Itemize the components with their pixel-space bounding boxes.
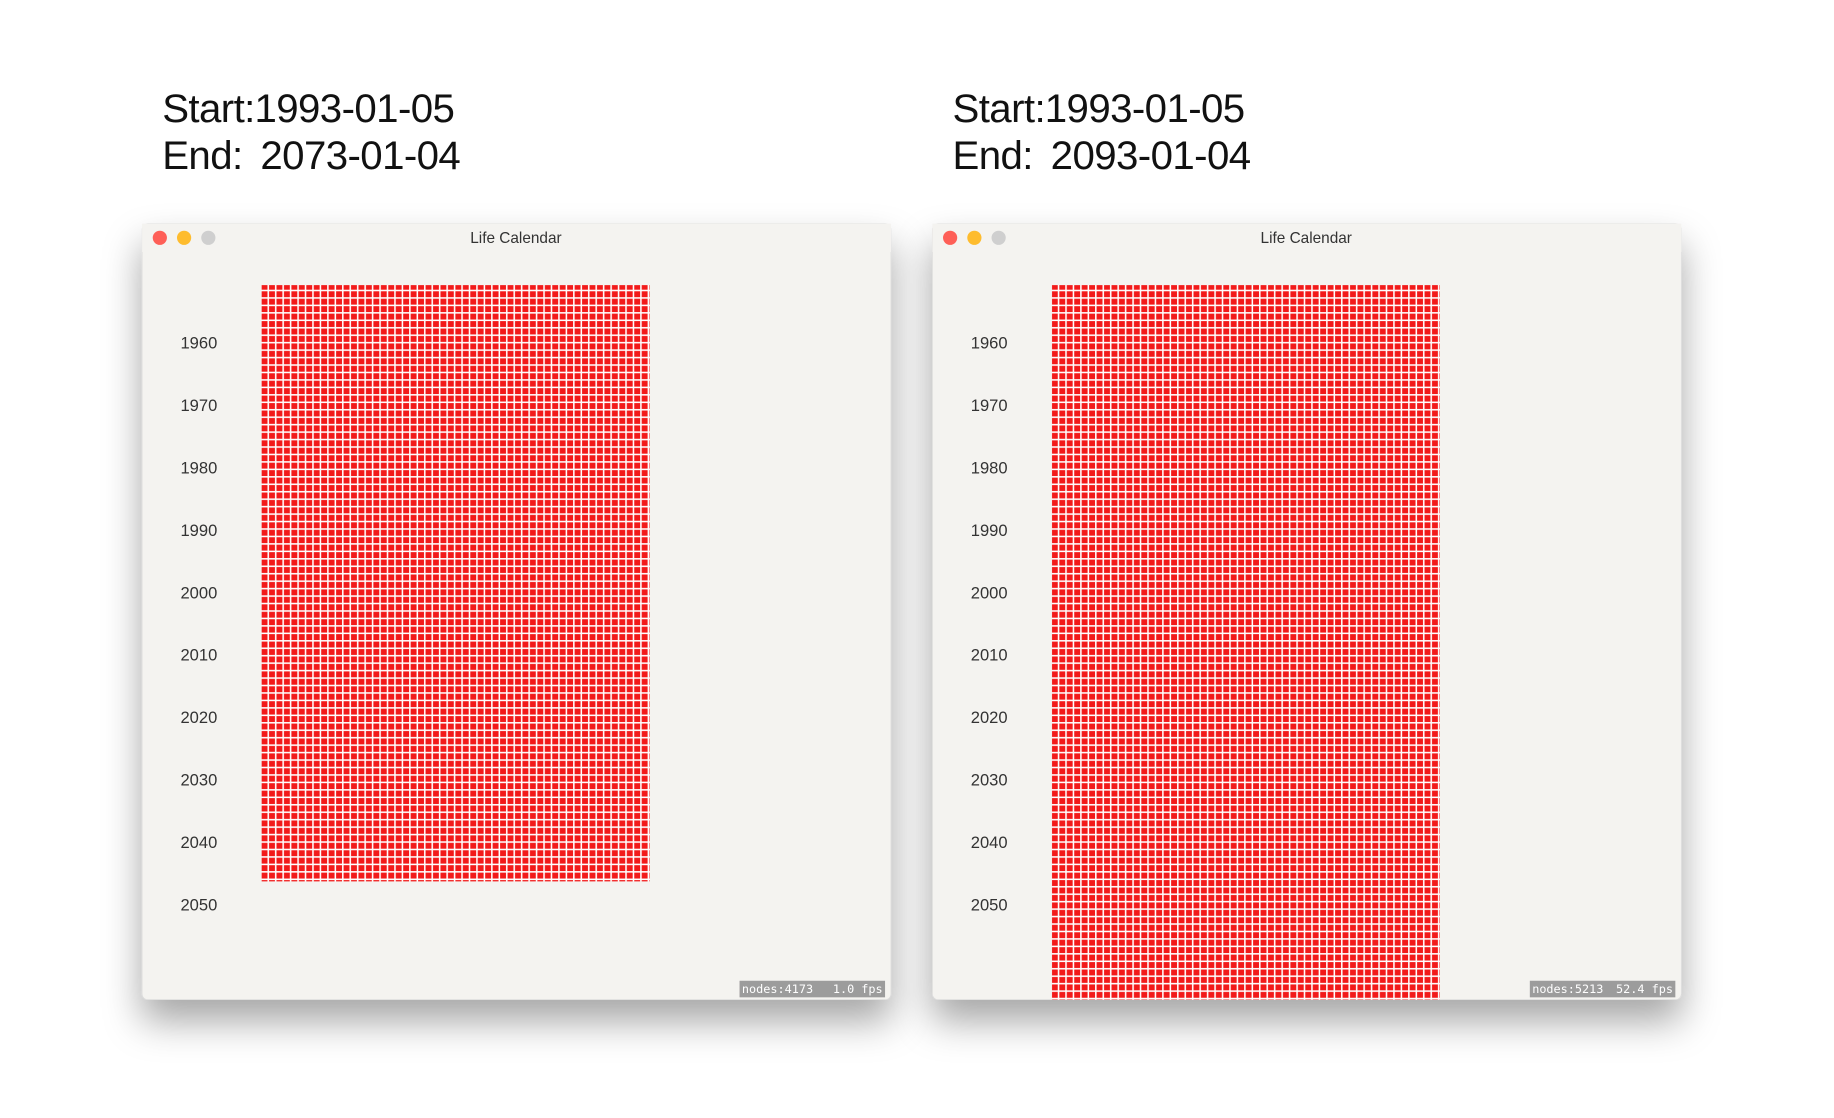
year-label: 2040 — [971, 833, 1008, 852]
zoom-button[interactable] — [201, 230, 216, 245]
year-label: 2020 — [180, 708, 217, 727]
window-title: Life Calendar — [1261, 230, 1352, 247]
year-label: 1960 — [180, 334, 217, 353]
year-label: 2030 — [180, 770, 217, 789]
stats-box — [739, 980, 886, 998]
year-label: 2030 — [971, 770, 1008, 789]
year-label: 2050 — [180, 895, 217, 914]
node-count: nodes:4173 — [742, 982, 813, 996]
window-title: Life Calendar — [470, 230, 561, 247]
year-label: 1980 — [971, 458, 1008, 477]
zoom-button[interactable] — [991, 230, 1006, 245]
node-count: nodes:5213 — [1532, 982, 1603, 996]
year-label: 1970 — [971, 396, 1008, 415]
close-button[interactable] — [152, 230, 167, 245]
year-label: 2010 — [971, 646, 1008, 665]
year-label: 1960 — [971, 334, 1008, 353]
minimize-button[interactable] — [967, 230, 982, 245]
year-label: 2050 — [971, 895, 1008, 914]
panel: Start: 1993-01-05 End: 2093-01-04 Life Calen… — [932, 86, 1682, 1000]
panel: Start: 1993-01-05 End: 2073-01-04 Life Calen… — [141, 86, 892, 1000]
year-label: 2000 — [971, 583, 1008, 602]
week-grid — [1051, 285, 1440, 1000]
year-label: 1980 — [180, 458, 217, 477]
fps: 52.4 fps — [1616, 982, 1673, 996]
week-grid — [261, 285, 650, 882]
year-label: 2040 — [180, 833, 217, 852]
start-label: Start: — [162, 86, 255, 131]
stats-box — [1529, 980, 1676, 998]
year-label: 2020 — [971, 708, 1008, 727]
fps: 1.0 fps — [833, 982, 883, 996]
title-bar — [142, 223, 891, 252]
year-label: 1990 — [180, 521, 217, 540]
start-date: 1993-01-05 — [1045, 86, 1245, 131]
end-date: 2073-01-04 — [260, 133, 460, 178]
year-label: 2000 — [180, 583, 217, 602]
minimize-button[interactable] — [176, 230, 192, 245]
end-date: 2093-01-04 — [1051, 133, 1251, 178]
start-date: 1993-01-05 — [254, 86, 454, 131]
year-label: 1970 — [180, 396, 217, 415]
end-label: End: — [952, 133, 1032, 178]
title-bar — [932, 223, 1682, 252]
close-button[interactable] — [943, 230, 958, 245]
year-label: 1990 — [971, 521, 1008, 540]
start-label: Start: — [952, 86, 1045, 131]
year-label: 2010 — [180, 646, 217, 665]
end-label: End: — [162, 133, 242, 178]
